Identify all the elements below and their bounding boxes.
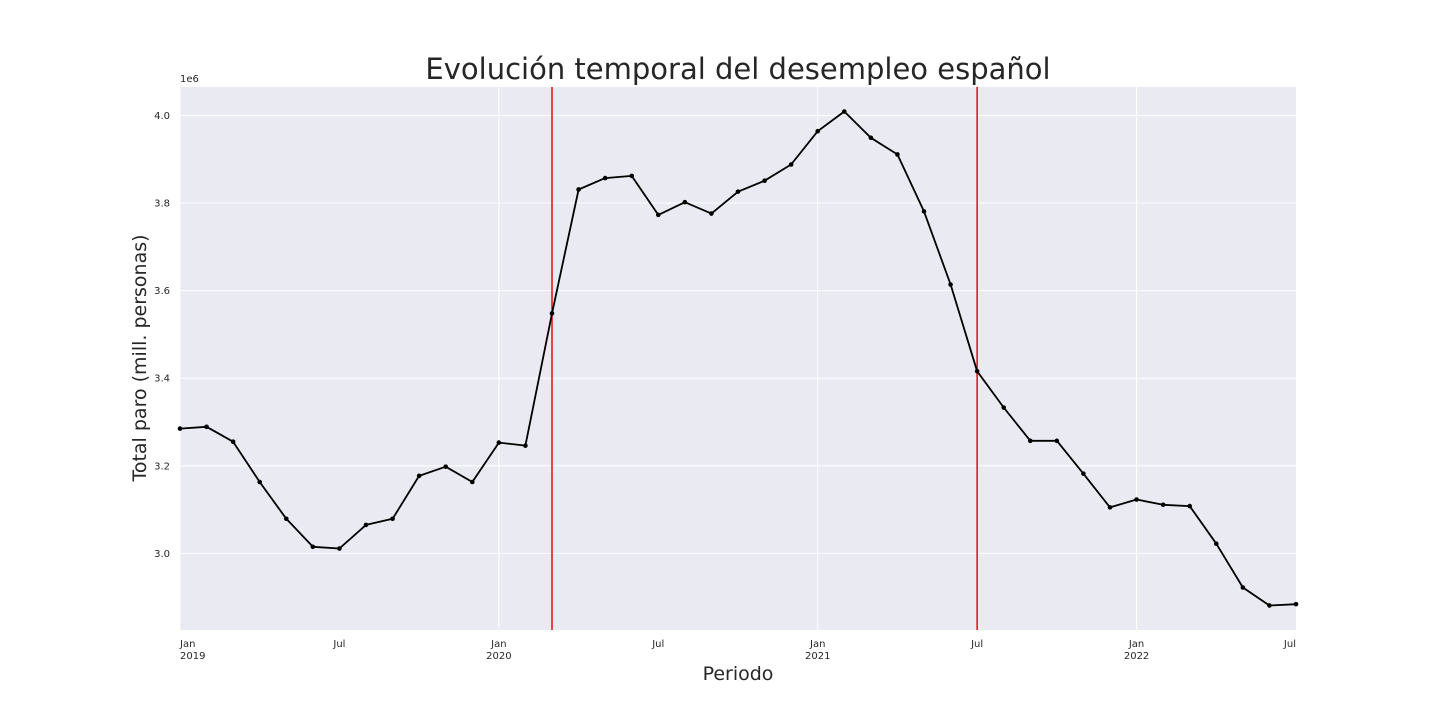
- y-axis-ticks: 3.0 3.2 3.4 3.6 3.8 4.0: [154, 111, 170, 560]
- y-axis-label: Total paro (mill. personas): [129, 234, 151, 482]
- data-point: [1107, 505, 1113, 510]
- data-point: [762, 178, 767, 184]
- data-point: [523, 443, 528, 448]
- data-point: [921, 209, 927, 214]
- data-point: [868, 135, 874, 141]
- data-point: [735, 189, 741, 194]
- data-point: [363, 522, 369, 528]
- data-point: [337, 546, 342, 551]
- data-point: [788, 162, 794, 167]
- data-point: [469, 479, 475, 485]
- data-point: [974, 368, 980, 374]
- reference-lines: [551, 87, 978, 630]
- data-point: [1081, 471, 1086, 476]
- y-tick-label: 3.0: [154, 549, 170, 560]
- data-point: [1134, 497, 1139, 502]
- data-point: [1001, 405, 1007, 410]
- x-tick-label: Jul: [332, 639, 345, 650]
- data-point: [177, 426, 183, 431]
- data-point: [682, 199, 688, 205]
- data-point: [1027, 438, 1033, 444]
- data-point: [230, 439, 236, 445]
- data-point: [283, 516, 289, 522]
- data-point: [1187, 503, 1193, 509]
- data-point: [841, 109, 847, 114]
- data-point: [655, 212, 661, 218]
- y-tick-label: 3.4: [154, 374, 170, 385]
- y-tick-label: 3.6: [154, 286, 170, 297]
- data-point: [1054, 438, 1060, 444]
- data-point: [709, 211, 714, 216]
- data-point: [1160, 502, 1166, 508]
- x-tick-label: Jan: [809, 639, 825, 650]
- data-point: [815, 128, 821, 134]
- y-tick-label: 4.0: [154, 111, 170, 122]
- x-tick-label: Jul: [651, 639, 664, 650]
- data-point: [257, 479, 263, 485]
- y-offset-label: 1e6: [180, 74, 199, 85]
- data-point: [576, 187, 581, 192]
- data-point: [629, 173, 635, 179]
- y-tick-label: 3.8: [154, 199, 170, 210]
- data-point: [416, 473, 422, 479]
- data-point: [1267, 603, 1272, 608]
- x-tick-year-label: 2020: [486, 651, 511, 662]
- data-point: [443, 464, 449, 469]
- data-point: [895, 152, 900, 157]
- data-point: [602, 175, 608, 181]
- data-point: [204, 424, 209, 430]
- x-tick-year-label: 2022: [1124, 651, 1149, 662]
- data-point: [496, 440, 502, 445]
- x-tick-label: Jul: [970, 639, 983, 650]
- x-tick-year-label: 2019: [180, 651, 205, 662]
- data-point: [948, 282, 953, 287]
- data-point: [390, 516, 395, 522]
- plot-area: [180, 87, 1296, 630]
- data-point: [1293, 601, 1299, 607]
- y-tick-label: 3.2: [154, 461, 170, 472]
- data-point: [549, 311, 555, 316]
- x-tick-label: Jan: [1128, 639, 1144, 650]
- x-tick-year-label: 2021: [805, 651, 830, 662]
- series: [177, 109, 1299, 608]
- chart-title: Evolución temporal del desempleo español: [425, 52, 1050, 86]
- x-axis-label: Periodo: [703, 663, 774, 685]
- x-tick-label: Jul: [1283, 639, 1296, 650]
- data-point: [1240, 585, 1246, 590]
- data-point: [1213, 541, 1219, 547]
- grid-lines: [179, 87, 1296, 630]
- x-tick-label: Jan: [490, 639, 506, 650]
- x-tick-label: Jan: [179, 639, 195, 650]
- data-point: [310, 544, 316, 550]
